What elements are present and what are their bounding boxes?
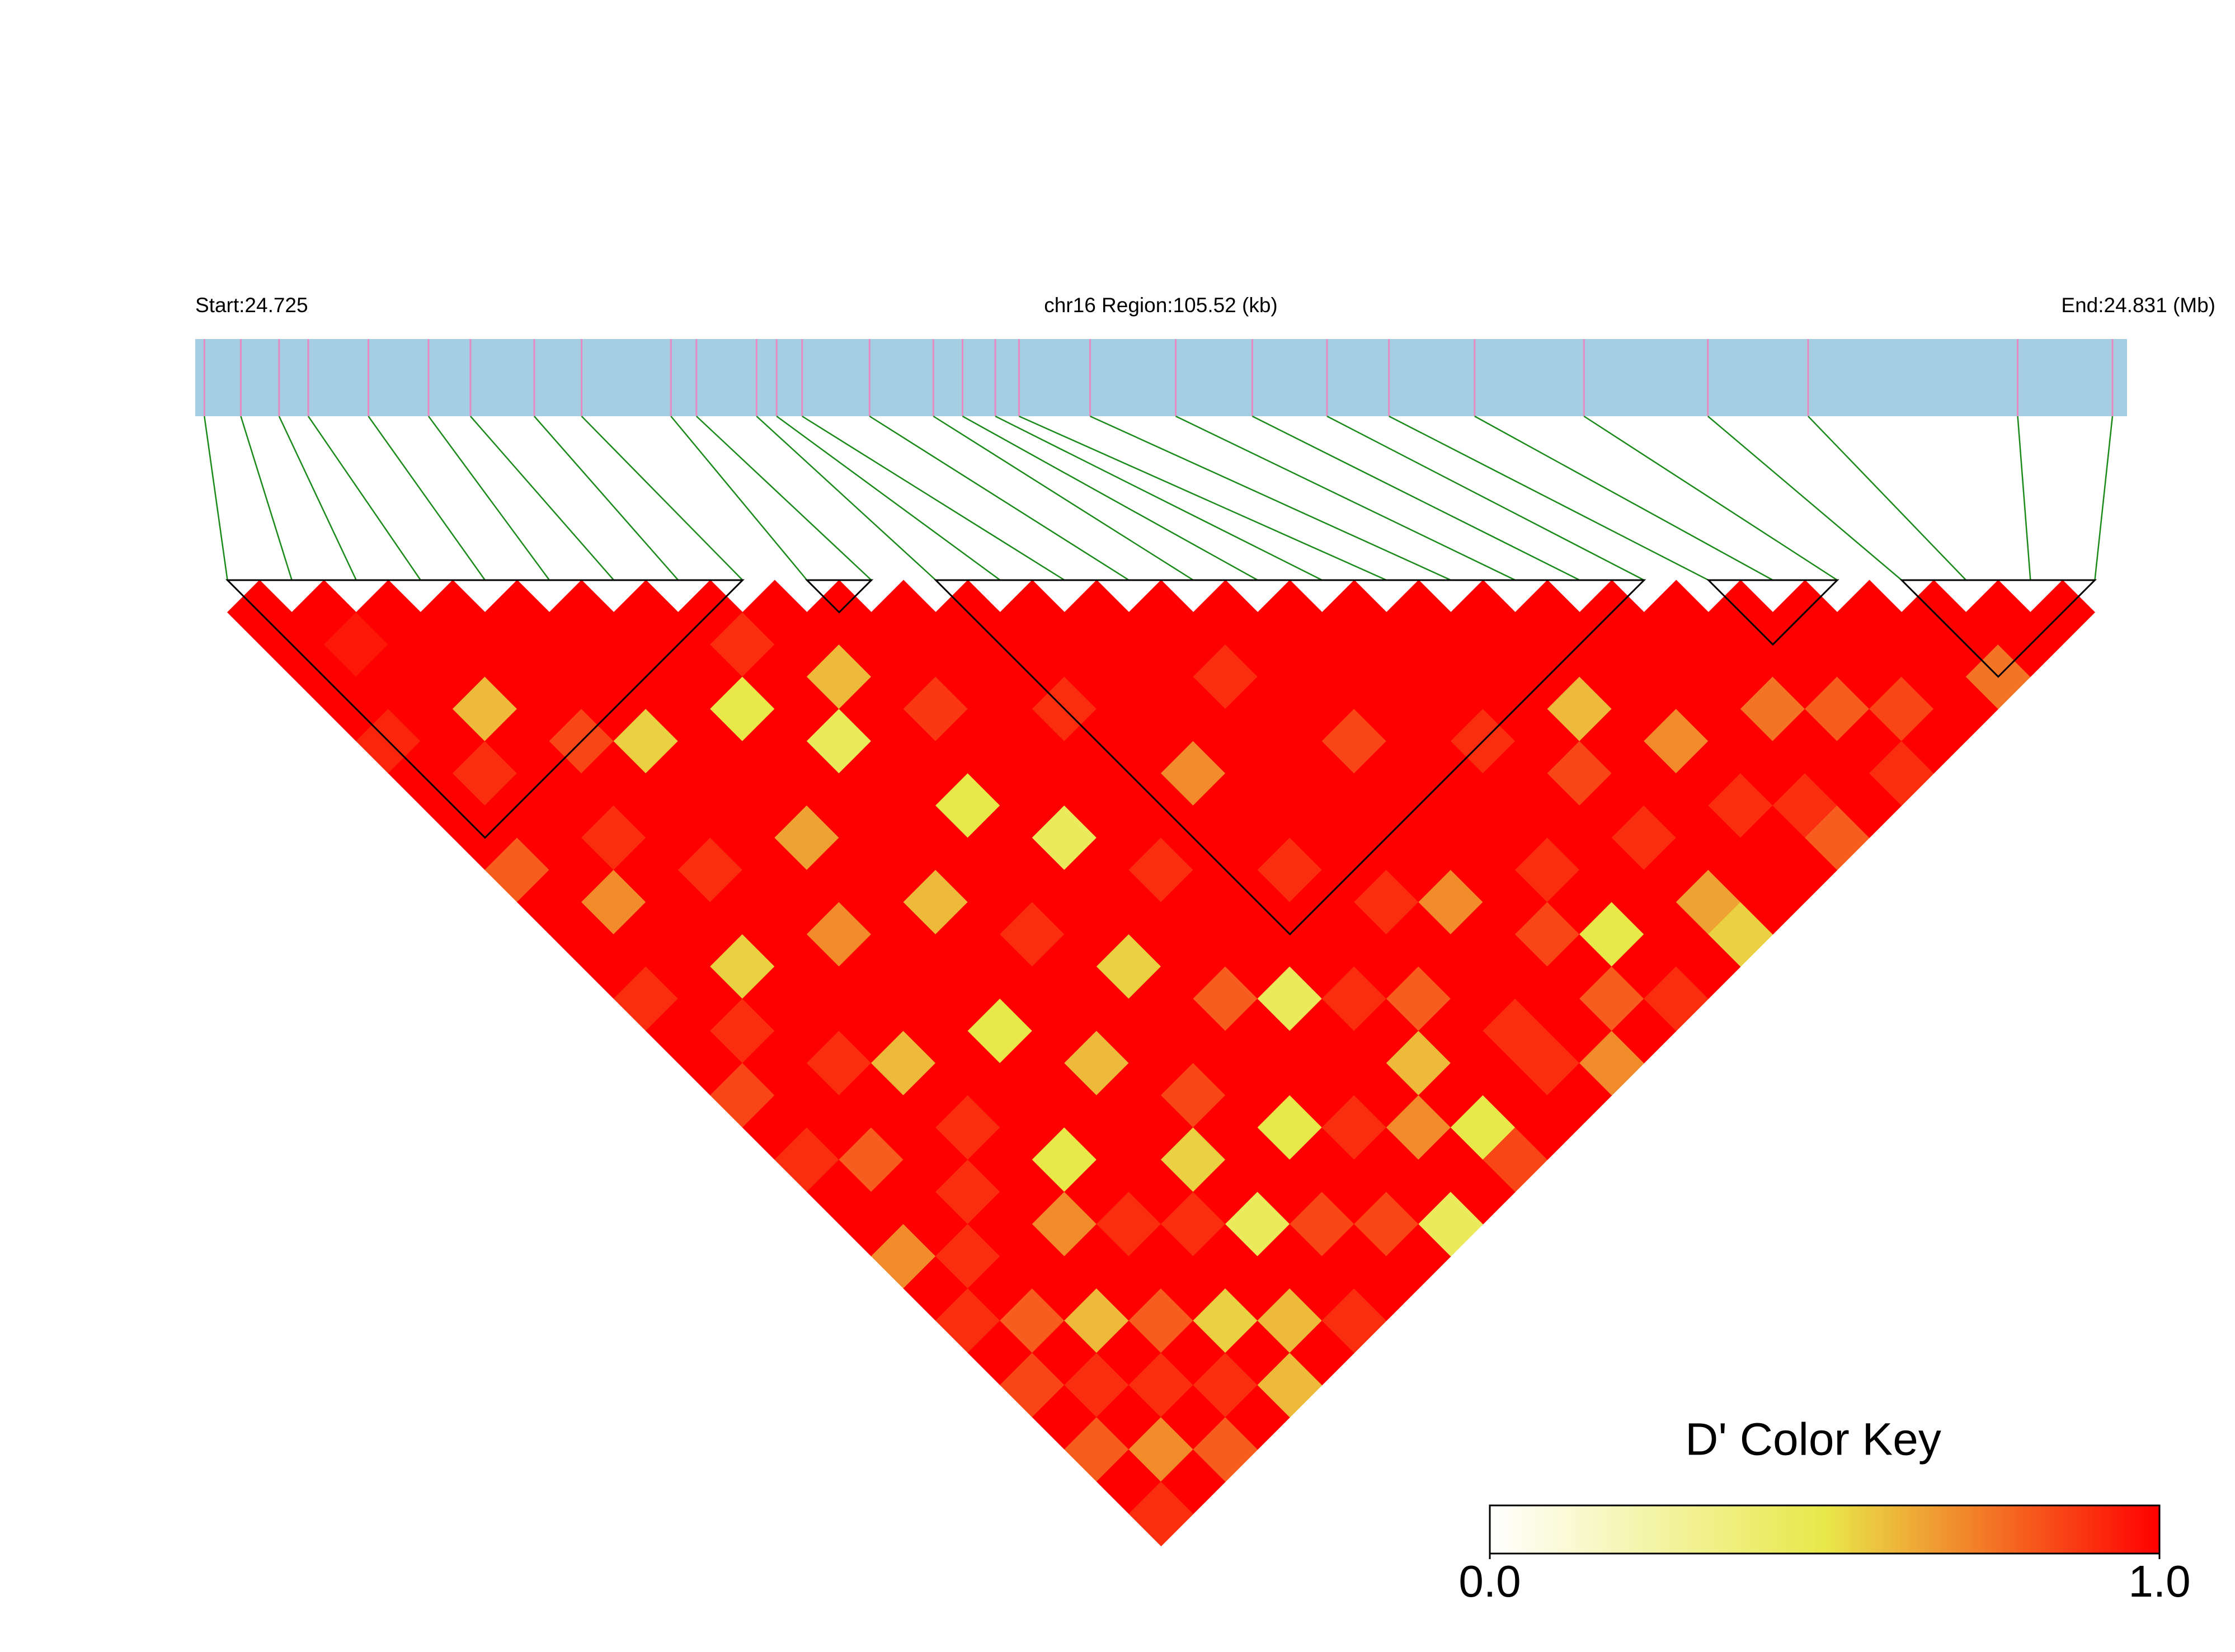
snp-connector [1326,415,1645,581]
snp-connector [1808,416,1967,581]
snp-connector [1251,415,1580,581]
region-label: chr16 Region:105.52 (kb) [1044,294,1278,317]
snp-connector [756,416,937,581]
snp-connector [240,416,293,581]
snp-connector [1474,415,1773,581]
snp-connector [427,416,550,581]
color-key [1489,1504,2161,1555]
snp-connector [776,415,1001,581]
key-tick-label: 1.0 [2128,1556,2190,1606]
snp-connector [695,416,872,581]
snp-connector [368,416,486,581]
snp-connector [581,416,744,581]
snp-connector [802,415,1065,581]
ld-block [1899,579,2097,678]
snp-connector [933,415,1194,581]
snp-connector [2094,416,2114,581]
snp-connector [1089,415,1451,581]
chromosome-bar [195,339,2127,416]
ld-block [225,579,745,839]
snp-connector [1389,415,1709,581]
ld-block [934,579,1646,936]
snp-connector [1707,416,1902,581]
snp-connector [962,415,1258,581]
ld-block [804,579,874,614]
ld-block [1706,579,1839,646]
key-tick-label: 0.0 [1458,1556,1521,1606]
snp-connector [995,415,1323,581]
snp-connector [1175,415,1516,581]
start-label: Start:24.725 [195,294,308,317]
snp-connector [204,416,228,581]
snp-connector [2017,416,2031,581]
snp-connector [278,416,357,581]
snp-connector [1583,415,1838,581]
key-title: D' Color Key [1685,1414,1941,1465]
snp-connector [533,416,679,581]
heatmap [227,580,2096,1547]
end-label: End:24.831 (Mb) [2061,294,2215,317]
snp-connector [869,415,1130,581]
snp-connector [307,416,421,581]
snp-connector [1018,415,1387,581]
snp-connector [670,416,808,581]
snp-connector [469,416,615,581]
